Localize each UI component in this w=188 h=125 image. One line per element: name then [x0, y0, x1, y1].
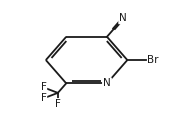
- Text: F: F: [55, 99, 61, 109]
- Text: F: F: [40, 93, 46, 103]
- Text: F: F: [40, 82, 46, 92]
- Text: N: N: [103, 78, 111, 88]
- Text: Br: Br: [147, 55, 158, 65]
- Text: N: N: [119, 14, 127, 24]
